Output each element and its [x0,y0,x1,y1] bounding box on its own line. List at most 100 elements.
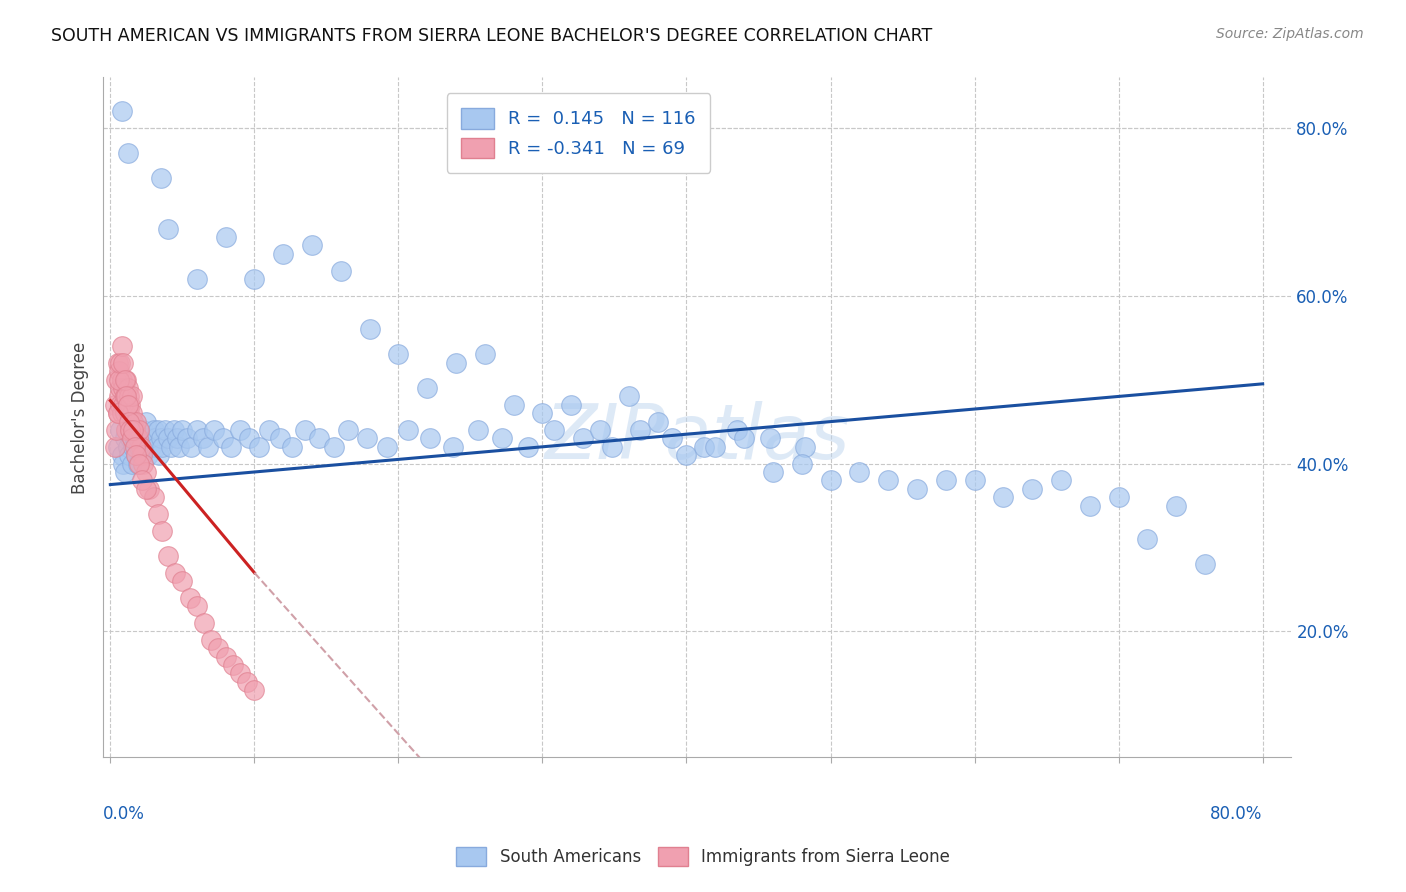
Point [308,431,330,445]
Point [138,431,160,445]
Point [121,406,143,420]
Point [139,440,162,454]
Point [517,440,540,454]
Point [543,423,565,437]
Point [124,440,146,454]
Point [419,431,441,445]
Point [120,423,142,437]
Point [186,272,208,286]
Point [112,457,135,471]
Point [118,406,141,420]
Point [108,364,131,378]
Point [207,641,229,656]
Point [121,415,143,429]
Point [107,406,129,420]
Point [120,398,142,412]
Point [127,457,149,471]
Point [172,574,194,588]
Point [993,490,1015,504]
Point [229,423,252,437]
Point [398,423,420,437]
Point [1194,558,1216,572]
Point [1166,499,1188,513]
Point [121,431,143,445]
Point [356,431,378,445]
Point [200,632,222,647]
Point [107,406,129,420]
Point [129,431,152,445]
Point [136,448,159,462]
Point [211,431,233,445]
Point [134,440,156,454]
Point [131,474,153,488]
Point [135,431,157,445]
Point [114,431,136,445]
Point [963,474,986,488]
Point [156,431,179,445]
Point [104,440,127,454]
Point [150,524,173,538]
Legend: South Americans, Immigrants from Sierra Leone: South Americans, Immigrants from Sierra … [450,840,956,873]
Point [115,373,138,387]
Point [229,666,252,681]
Point [111,339,134,353]
Point [560,398,582,412]
Point [117,440,139,454]
Point [704,440,727,454]
Point [165,566,187,580]
Point [222,658,245,673]
Point [122,423,145,437]
Point [108,389,131,403]
Point [146,423,169,437]
Point [128,423,150,437]
Point [1050,474,1073,488]
Point [122,440,145,454]
Point [114,373,136,387]
Point [759,431,782,445]
Point [114,465,136,479]
Text: Source: ZipAtlas.com: Source: ZipAtlas.com [1216,27,1364,41]
Point [125,448,148,462]
Point [600,440,623,454]
Point [905,482,928,496]
Point [281,440,304,454]
Point [120,423,142,437]
Text: SOUTH AMERICAN VS IMMIGRANTS FROM SIERRA LEONE BACHELOR'S DEGREE CORRELATION CHA: SOUTH AMERICAN VS IMMIGRANTS FROM SIERRA… [51,27,932,45]
Point [111,373,134,387]
Point [111,406,134,420]
Point [444,356,467,370]
Point [820,474,842,488]
Text: ZIPatlas: ZIPatlas [544,401,851,475]
Point [150,440,173,454]
Point [135,465,157,479]
Point [128,457,150,471]
Point [214,230,236,244]
Point [125,415,148,429]
Point [294,423,316,437]
Point [105,373,128,387]
Point [329,263,352,277]
Point [107,440,129,454]
Point [117,398,139,412]
Point [191,431,214,445]
Point [243,272,266,286]
Point [124,431,146,445]
Point [117,381,139,395]
Point [105,423,128,437]
Point [589,423,612,437]
Point [935,474,957,488]
Point [733,431,755,445]
Point [238,431,260,445]
Point [166,431,188,445]
Point [121,389,143,403]
Point [628,423,651,437]
Point [114,389,136,403]
Text: 80.0%: 80.0% [1211,805,1263,823]
Point [243,683,266,698]
Point [214,649,236,664]
Point [145,440,167,454]
Point [163,423,186,437]
Point [301,238,323,252]
Point [118,415,141,429]
Point [359,322,381,336]
